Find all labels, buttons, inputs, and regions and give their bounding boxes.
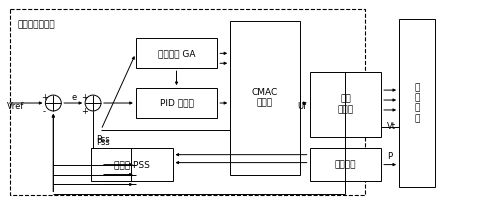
Text: 同步
发电机: 同步 发电机 (337, 95, 353, 114)
Bar (399, 18, 435, 188)
Bar (136, 88, 217, 118)
Text: +: + (41, 93, 48, 102)
Text: CMAC
控制器: CMAC 控制器 (252, 88, 278, 107)
Bar (136, 38, 217, 68)
Text: PID 控制器: PID 控制器 (160, 98, 194, 108)
Text: 测量环节: 测量环节 (335, 160, 356, 169)
Bar (10, 9, 365, 195)
Text: e: e (72, 93, 77, 102)
Bar (230, 21, 300, 175)
Text: +: + (81, 93, 88, 102)
Text: Pss: Pss (96, 135, 110, 144)
Text: -: - (43, 108, 46, 117)
Bar (309, 148, 381, 181)
Text: Uf: Uf (298, 102, 307, 112)
Text: P: P (387, 152, 392, 161)
Text: 稳定器 PSS: 稳定器 PSS (114, 160, 150, 169)
Bar (309, 72, 381, 137)
Text: Vref: Vref (7, 102, 24, 112)
Text: 多智能体 GA: 多智能体 GA (158, 49, 195, 58)
Text: Pss: Pss (96, 138, 110, 147)
Text: 公
共
电
网: 公 共 电 网 (414, 83, 420, 123)
Text: Vt: Vt (387, 122, 396, 131)
Bar (91, 148, 172, 181)
Text: +: + (81, 108, 88, 117)
Text: 智能励磁控制器: 智能励磁控制器 (18, 21, 55, 30)
